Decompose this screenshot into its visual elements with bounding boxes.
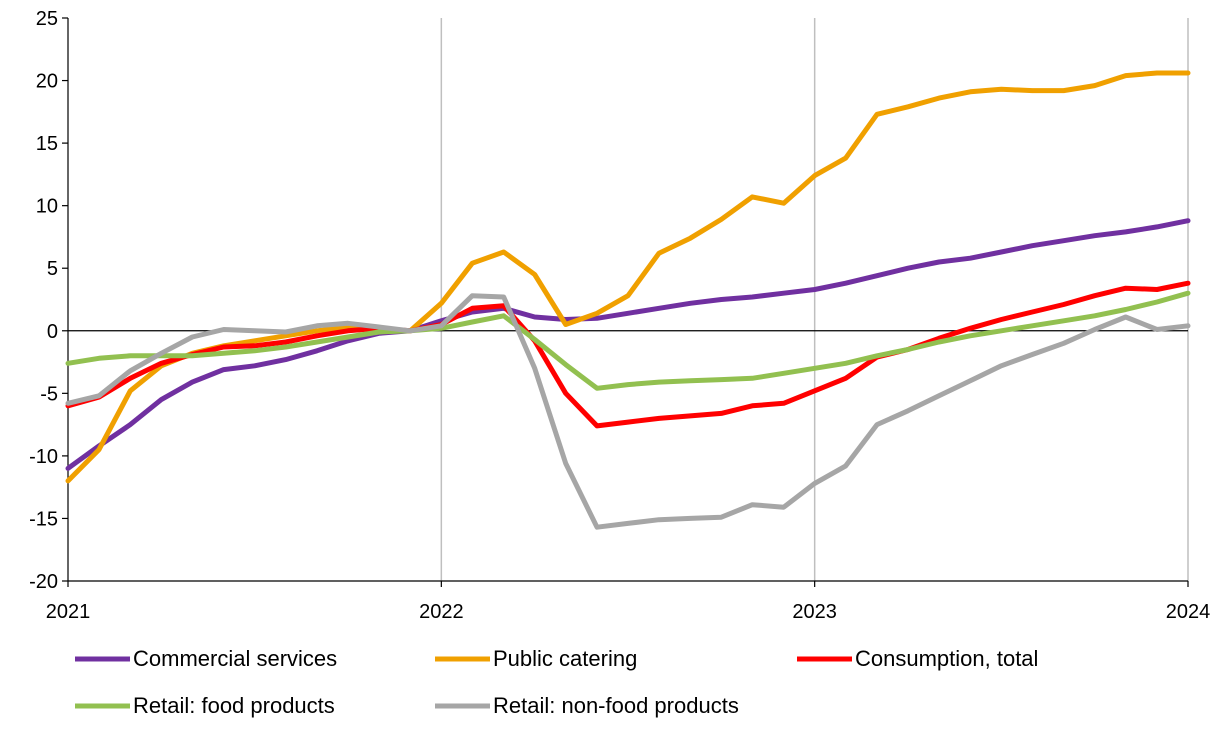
legend-item: Consumption, total: [797, 646, 1038, 671]
series-lines: [65, 70, 1191, 530]
y-tick-label: 10: [36, 196, 58, 218]
legend-label: Consumption, total: [855, 646, 1038, 671]
legend-item: Commercial services: [75, 646, 337, 671]
legend-label: Retail: non-food products: [493, 693, 739, 718]
y-tick-label: -15: [29, 508, 58, 530]
series-line-public-catering: [65, 70, 1191, 484]
legend-label: Public catering: [493, 646, 637, 671]
y-tick-label: 25: [36, 8, 58, 30]
y-tick-label: -5: [40, 383, 58, 405]
x-tick-label: 2022: [419, 601, 464, 623]
legend-label: Retail: food products: [133, 693, 335, 718]
y-tick-label: -10: [29, 446, 58, 468]
series-line-commercial-services: [65, 218, 1191, 471]
x-tick-label: 2021: [46, 601, 91, 623]
y-axis: -20 -15 -10 -5 0 5 10 15 20 25: [29, 8, 69, 593]
y-tick-label: 5: [47, 258, 58, 280]
series-line-consumption-total: [65, 280, 1191, 429]
y-tick-label: -20: [29, 571, 58, 593]
x-axis: 2021 2022 2023 2024: [46, 580, 1211, 623]
series-line-retail-food-products: [65, 290, 1191, 391]
series-line-retail-non-food-products: [65, 293, 1191, 530]
legend-label: Commercial services: [133, 646, 337, 671]
x-tick-label: 2024: [1166, 601, 1211, 623]
legend-item: Retail: non-food products: [435, 693, 739, 718]
y-tick-label: 20: [36, 71, 58, 93]
x-tick-label: 2023: [792, 601, 837, 623]
y-tick-label: 0: [47, 321, 58, 343]
legend-item: Retail: food products: [75, 693, 335, 718]
y-tick-label: 15: [36, 133, 58, 155]
legend: Commercial services Public catering Consum…: [75, 646, 1038, 718]
legend-item: Public catering: [435, 646, 637, 671]
